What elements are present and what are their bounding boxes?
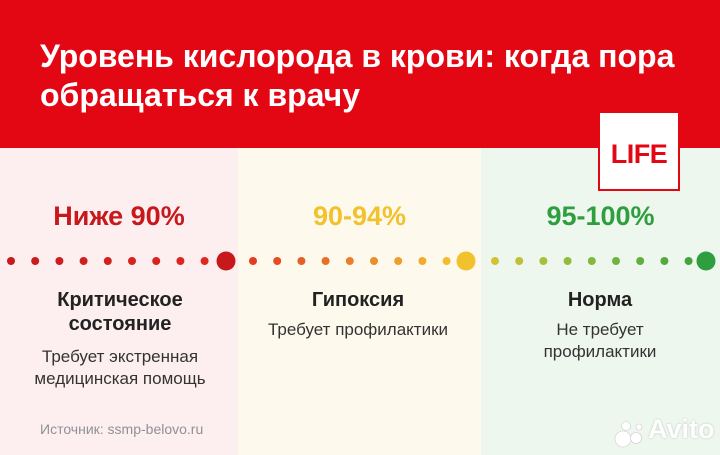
scale-marker-norm <box>696 251 716 271</box>
scale-dot <box>297 257 306 265</box>
state-critical: Критическое состояние <box>57 289 183 335</box>
note-critical: Требует экстренная медицинская помощь <box>34 347 206 388</box>
scale-dot <box>152 257 161 265</box>
scale-dot <box>418 257 427 265</box>
scale-dot <box>176 257 185 265</box>
scale-marker-critical <box>216 251 236 271</box>
range-norm: 95-100% <box>546 201 655 231</box>
scale-dot <box>200 257 209 265</box>
source-note: Источник: ssmp-belovo.ru <box>40 421 204 437</box>
scale-dot <box>103 257 112 265</box>
life-logo: LIFE <box>598 111 680 191</box>
scale-dot <box>684 257 693 265</box>
scale-dot <box>55 257 64 265</box>
panel-norm <box>481 148 720 455</box>
scale-dot <box>442 257 451 265</box>
note-hypoxia: Требует профилактики <box>267 320 449 339</box>
range-critical: Ниже 90% <box>53 201 185 231</box>
scale-dot <box>612 257 620 265</box>
state-hypoxia: Гипоксия <box>311 289 405 311</box>
scale-dot <box>539 257 548 265</box>
panel-critical <box>0 148 238 455</box>
scale-dot <box>563 257 572 265</box>
scale-dot <box>491 257 499 265</box>
range-hypoxia: 90-94% <box>312 201 407 231</box>
page-title: Уровень кислорода в крови: когда пора об… <box>40 38 675 113</box>
scale-dot <box>636 257 645 265</box>
avito-logo-icon <box>614 421 643 448</box>
avito-watermark: Avito <box>614 414 718 448</box>
note-norm: Не требует профилактики <box>543 320 657 361</box>
scale-dot <box>321 257 330 265</box>
scale-dot <box>515 257 524 265</box>
header-banner: Уровень кислорода в крови: когда пора об… <box>0 0 720 148</box>
scale-dot <box>394 257 403 265</box>
scale-dot <box>7 257 15 265</box>
state-norm: Норма <box>567 289 633 311</box>
dotted-scale <box>7 251 716 271</box>
scale-dot <box>587 257 596 265</box>
scale-dot <box>31 257 40 265</box>
scale-dot <box>660 257 669 265</box>
logo-text: LIFE <box>610 139 668 169</box>
scale-dot <box>273 257 282 265</box>
scale-dot <box>370 257 378 265</box>
scale-dot <box>345 257 354 265</box>
scale-dot <box>128 257 136 265</box>
avito-wordmark: Avito <box>648 414 715 444</box>
panel-hypoxia <box>238 148 481 455</box>
scale-marker-hypoxia <box>456 251 476 271</box>
scale-dot <box>249 257 257 265</box>
scale-dot <box>79 257 88 265</box>
